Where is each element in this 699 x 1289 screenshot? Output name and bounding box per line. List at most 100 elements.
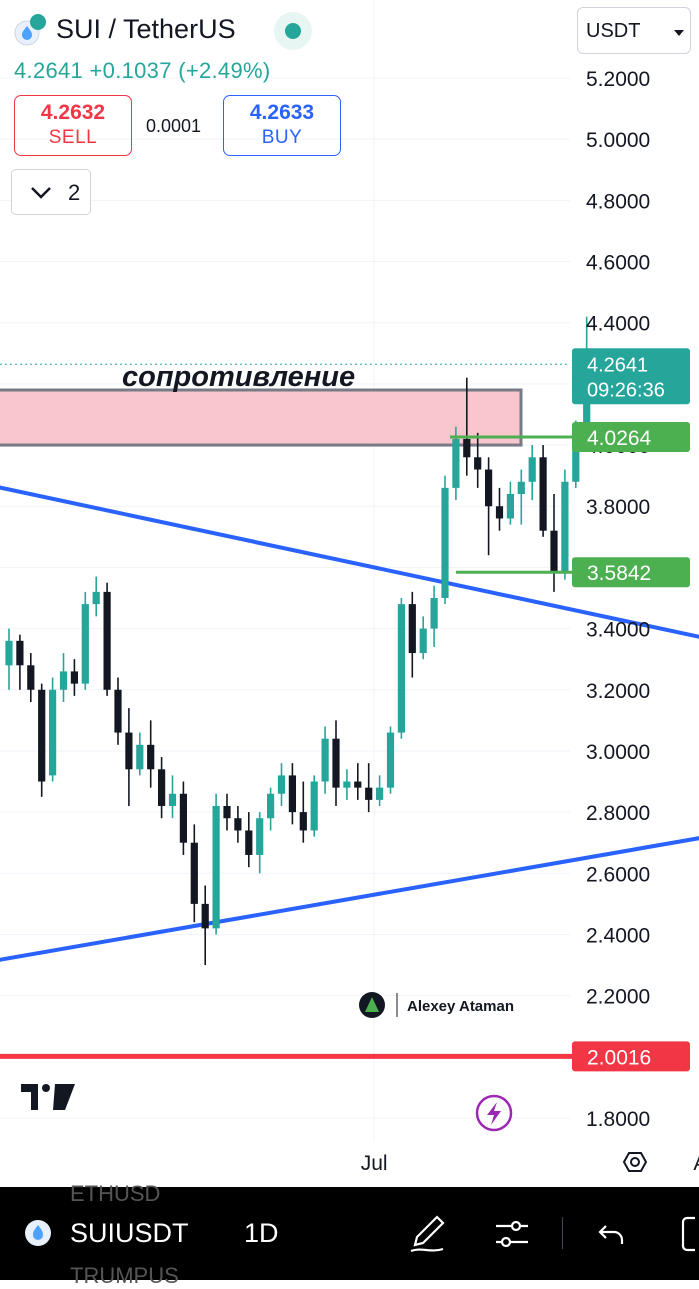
symbol-title[interactable]: SUI / TetherUS: [56, 14, 236, 44]
candle-body: [59, 671, 68, 690]
symbol-list-ghost-top: ETHUSD: [70, 1181, 161, 1206]
current-price-badge: [572, 348, 690, 405]
candle-body: [288, 775, 296, 813]
undo-icon[interactable]: [596, 1218, 628, 1250]
price-line-value: 4.0264: [587, 427, 652, 450]
candle-body: [397, 604, 405, 733]
y-tick-label: 2.8000: [586, 802, 650, 825]
sui-logo-icon: [25, 1220, 51, 1246]
y-tick-label: 4.6000: [586, 252, 650, 275]
candle-body: [277, 775, 286, 794]
candle-body: [452, 438, 460, 488]
chevron-down-icon: [674, 30, 684, 36]
y-tick-label: 5.0000: [586, 129, 650, 152]
candle-body: [70, 671, 78, 684]
fullscreen-icon[interactable]: [679, 1214, 699, 1254]
chevron-down-icon: [31, 187, 51, 199]
candle-body: [114, 689, 122, 733]
price-line-value: 2.0016: [587, 1046, 651, 1069]
indicators-count: 2: [68, 180, 81, 205]
sui-badge-icon: [30, 14, 46, 30]
lightning-icon[interactable]: [475, 1094, 513, 1132]
trendline[interactable]: [0, 827, 699, 962]
candle-body: [463, 438, 471, 458]
candle-body: [179, 793, 187, 843]
price-chart[interactable]: 5.20005.00004.80004.60004.40004.20004.00…: [0, 0, 699, 1187]
y-tick-label: 3.0000: [586, 741, 650, 764]
candle-body: [310, 781, 318, 831]
price-line-badge: [572, 557, 690, 588]
candle-body: [474, 457, 482, 470]
currency-select[interactable]: USDT: [577, 7, 691, 54]
candle-body: [38, 689, 46, 782]
candle-body: [332, 738, 340, 788]
price-line-badge: [572, 421, 690, 452]
candle-body: [92, 591, 100, 605]
watermark-text: Alexey Ataman: [407, 998, 514, 1015]
spread-value: 0.0001: [146, 116, 202, 136]
tradingview-logo-icon[interactable]: [21, 1084, 75, 1110]
buy-button[interactable]: 4.2633 BUY: [223, 95, 341, 156]
candle-body: [27, 665, 35, 690]
bottom-toolbar: ETHUSD TRUMPUS SUIUSDT 1D: [0, 1181, 699, 1288]
y-tick-label: 3.8000: [586, 496, 650, 519]
candle-body: [49, 689, 57, 776]
candle-body: [365, 787, 373, 800]
sliders-icon[interactable]: [492, 1214, 532, 1254]
x-tick-label: Jul: [361, 1152, 388, 1175]
candle-body: [223, 806, 231, 819]
market-status-indicator[interactable]: [274, 12, 312, 50]
candle-body: [5, 640, 13, 666]
current-price-value: 4.2641: [587, 354, 648, 376]
candle-body: [190, 842, 198, 904]
candle-body: [539, 457, 547, 531]
currency-value: USDT: [586, 20, 641, 42]
candle-body: [495, 506, 504, 519]
candle-body: [528, 457, 536, 482]
candle-body: [136, 744, 144, 770]
pencil-icon[interactable]: [407, 1211, 447, 1255]
candle-body: [299, 812, 307, 831]
trendline[interactable]: [0, 485, 699, 650]
candle-body: [419, 628, 427, 654]
price-line-value: 3.5842: [587, 562, 651, 585]
settings-icon[interactable]: [622, 1152, 648, 1172]
y-tick-label: 4.4000: [586, 313, 650, 336]
toolbar-divider: [562, 1217, 563, 1249]
sell-price: 4.2632: [40, 101, 106, 124]
buy-label: BUY: [261, 127, 303, 148]
candle-body: [201, 903, 209, 929]
candle-body: [441, 487, 449, 598]
watermark-logo-icon: [359, 992, 398, 1018]
y-tick-label: 2.6000: [586, 863, 650, 886]
resistance-zone[interactable]: [0, 388, 523, 447]
candle-body: [572, 432, 580, 482]
symbol-list-ghost-bottom: TRUMPUS: [70, 1263, 179, 1288]
candle-body: [168, 793, 177, 806]
candle-body: [550, 530, 558, 574]
indicators-collapse-button[interactable]: 2: [11, 169, 91, 215]
candle-body: [561, 481, 569, 574]
sell-button[interactable]: 4.2632 SELL: [14, 95, 132, 156]
toolbar-interval[interactable]: 1D: [244, 1218, 279, 1248]
y-tick-label: 2.2000: [586, 986, 650, 1009]
candle-body: [103, 591, 111, 690]
candle-body: [158, 769, 166, 806]
toolbar-symbol[interactable]: SUIUSDT: [70, 1218, 189, 1248]
y-tick-label: 5.2000: [586, 68, 650, 91]
y-tick-label: 3.2000: [586, 680, 650, 703]
candle-body: [485, 469, 493, 507]
x-tick-label: Aug: [693, 1152, 699, 1175]
candle-body: [506, 494, 514, 519]
candle-body: [376, 787, 384, 800]
candle-body: [321, 738, 329, 782]
price-change-line: 4.2641 +0.1037 (+2.49%): [14, 58, 270, 84]
price-change-pct: (+2.49%): [178, 58, 271, 83]
candle-body: [81, 604, 89, 684]
candle-body: [354, 781, 362, 788]
candle-body: [125, 732, 133, 770]
y-tick-label: 4.8000: [586, 190, 650, 213]
candle-body: [147, 744, 155, 770]
countdown-timer: 09:26:36: [587, 379, 665, 401]
price-line-badge: [572, 1041, 690, 1072]
